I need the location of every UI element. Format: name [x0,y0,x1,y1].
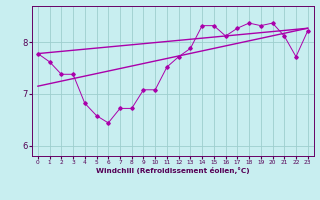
X-axis label: Windchill (Refroidissement éolien,°C): Windchill (Refroidissement éolien,°C) [96,167,250,174]
